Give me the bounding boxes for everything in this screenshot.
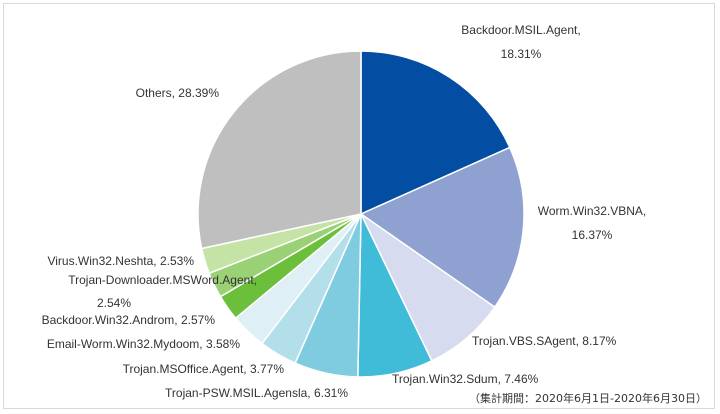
slice-label-backdoor-msil-agent-value: 18.31% (501, 47, 542, 61)
slice-label-trojan-win32-sdum: Trojan.Win32.Sdum, 7.46% (392, 372, 539, 386)
pie-slices (197, 50, 525, 378)
slice-label-trojan-downloader-msword-agent-name: Trojan-Downloader.MSWord.Agent, (68, 273, 257, 287)
chart-frame: Backdoor.MSIL.Agent, 18.31% Worm.Win32.V… (3, 3, 715, 409)
slice-label-worm-win32-vbna-name: Worm.Win32.VBNA, (538, 204, 646, 218)
pie-slice-worm-win32-vbna (359, 146, 525, 309)
slice-label-worm-win32-vbna-value: 16.37% (572, 228, 613, 242)
slice-label-backdoor-msil-agent-name: Backdoor.MSIL.Agent, (461, 23, 580, 37)
slice-label-trojan-msoffice-agent: Trojan.MSOffice.Agent, 3.77% (123, 362, 285, 376)
slice-labels: Backdoor.MSIL.Agent, 18.31% Worm.Win32.V… (42, 23, 647, 400)
slice-label-trojan-psw-msil-agensla: Trojan-PSW.MSIL.Agensla, 6.31% (165, 386, 348, 400)
slice-label-virus-win32-neshta: Virus.Win32.Neshta, 2.53% (47, 254, 194, 268)
slice-label-email-worm-win32-mydoom: Email-Worm.Win32.Mydoom, 3.58% (47, 337, 241, 351)
aggregation-period-note: （集計期間：2020年6月1日-2020年6月30日） (469, 391, 707, 405)
pie-chart: Backdoor.MSIL.Agent, 18.31% Worm.Win32.V… (42, 23, 707, 405)
pie-slice-others (197, 50, 362, 250)
pie-slice-backdoor-msil-agent (360, 50, 511, 216)
slice-label-backdoor-win32-androm: Backdoor.Win32.Androm, 2.57% (42, 313, 216, 327)
slice-label-trojan-vbs-sagent: Trojan.VBS.SAgent, 8.17% (472, 334, 617, 348)
slice-label-others: Others, 28.39% (136, 86, 220, 100)
slice-label-trojan-downloader-msword-agent-value: 2.54% (97, 296, 131, 310)
